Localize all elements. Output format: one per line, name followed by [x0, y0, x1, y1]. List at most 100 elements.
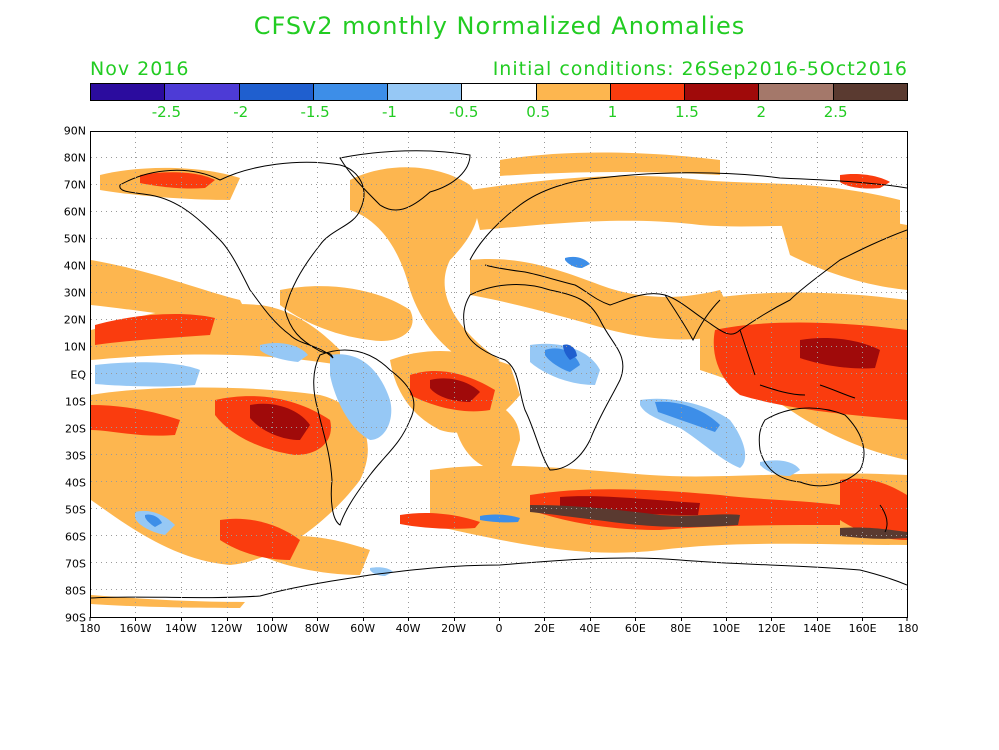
colorbar-label: -2	[233, 103, 249, 121]
anomaly-negative	[95, 362, 200, 387]
colorbar-segment	[685, 84, 760, 100]
latitude-label: 90S	[65, 611, 86, 625]
colorbar-segment	[388, 84, 463, 100]
colorbar-label: 0.5	[526, 103, 551, 121]
anomaly-extreme	[430, 378, 480, 402]
anomaly-field	[470, 175, 900, 230]
new-zealand-coast	[879, 504, 888, 533]
colorbar-segment	[462, 84, 537, 100]
colorbar-segment	[239, 84, 314, 100]
greenland-coast	[339, 150, 471, 211]
anomaly-negative	[330, 354, 392, 440]
longitude-label: 140W	[164, 622, 197, 635]
colorbar-label: 1	[607, 103, 618, 121]
latitude-label: 20S	[65, 422, 86, 436]
anomaly-negative	[145, 514, 162, 527]
colorbar-label: 1.5	[674, 103, 699, 121]
colorbar-segment	[833, 84, 907, 100]
forecast-month: Nov 2016	[90, 58, 190, 80]
north-america-coast	[119, 161, 365, 359]
longitude-label: 180	[79, 622, 101, 635]
colorbar-label: -1.5	[300, 103, 330, 121]
anomaly-core	[220, 518, 300, 560]
longitude-label: 180	[897, 622, 919, 635]
latitude-label: 10N	[63, 340, 86, 354]
longitude-label: 20E	[533, 622, 555, 635]
longitude-label: 80E	[670, 622, 692, 635]
colorbar-segment	[313, 84, 389, 100]
longitude-label: 20W	[441, 622, 466, 635]
latitude-label: 50S	[65, 503, 86, 517]
latitude-label: 20N	[63, 313, 86, 327]
longitude-label: 140E	[803, 622, 832, 635]
anomaly-negative	[480, 514, 520, 523]
longitude-label: 120W	[210, 622, 243, 635]
colorbar-segment	[610, 84, 686, 100]
latitude-label: 50N	[63, 232, 86, 246]
anomaly-negative	[565, 256, 590, 268]
southeast-asia-coast	[739, 329, 856, 399]
colorbar-segment	[759, 84, 834, 100]
anomaly-field	[500, 152, 720, 176]
longitude-label: 160E	[848, 622, 877, 635]
latitude-label: 40N	[63, 259, 86, 273]
tick-marks	[89, 617, 908, 621]
longitude-label: 80W	[304, 622, 330, 635]
anomaly-extreme	[530, 505, 740, 528]
south-america-coast	[313, 349, 415, 526]
anomaly-field	[91, 595, 245, 608]
latitude-label: 40S	[65, 476, 86, 490]
latitude-label: 80N	[63, 151, 86, 165]
colorbar	[90, 83, 908, 101]
latitude-label: 90N	[63, 124, 86, 138]
latitude-label: 70N	[63, 178, 86, 192]
colorbar-label: -0.5	[449, 103, 479, 121]
anomaly-extreme	[800, 338, 880, 369]
coastlines	[91, 150, 907, 599]
anomaly-negative	[655, 401, 720, 432]
anomaly-field	[780, 217, 907, 290]
longitude-label: 100E	[712, 622, 741, 635]
longitude-label: 0	[495, 622, 503, 635]
anomaly-field	[470, 259, 740, 340]
colorbar-label: -1	[381, 103, 397, 121]
eurasia-coast	[469, 172, 907, 335]
latitude-label: 80S	[65, 584, 86, 598]
colorbar-label: 2	[756, 103, 767, 121]
colorbar-label: -2.5	[151, 103, 181, 121]
longitude-label: 120E	[757, 622, 786, 635]
map-title: CFSv2 monthly Normalized Anomalies	[253, 12, 746, 40]
anomaly-field	[280, 286, 413, 341]
colorbar-label: 2.5	[823, 103, 848, 121]
anomaly-negative	[563, 344, 577, 360]
anomaly-field	[350, 167, 500, 370]
anomaly-shading	[91, 152, 907, 608]
longitude-label: 100W	[255, 622, 288, 635]
latitude-label: 70S	[65, 557, 86, 571]
latitude-label: 10S	[65, 395, 86, 409]
latitude-label: EQ	[70, 368, 86, 381]
africa-coast	[463, 284, 624, 471]
latitude-label: 60S	[65, 530, 86, 544]
anomaly-core	[840, 478, 907, 540]
latitude-label: 30N	[63, 286, 86, 300]
grid	[91, 132, 907, 617]
anomaly-extreme	[250, 403, 310, 440]
initial-conditions: Initial conditions: 26Sep2016-5Oct2016	[492, 58, 908, 80]
anomaly-negative	[760, 460, 800, 476]
australia-coast	[758, 407, 865, 487]
longitude-label: 40W	[395, 622, 421, 635]
anomaly-core	[400, 512, 480, 529]
antarctica-coast	[91, 557, 907, 599]
longitude-label: 40E	[579, 622, 601, 635]
longitude-label: 160W	[119, 622, 152, 635]
latitude-label: 30S	[65, 449, 86, 463]
anomaly-core	[840, 173, 890, 189]
longitude-label: 60W	[350, 622, 376, 635]
latitude-label: 60N	[63, 205, 86, 219]
anomaly-negative	[640, 398, 746, 468]
colorbar-segment	[536, 84, 611, 100]
anomaly-field	[455, 399, 520, 471]
longitude-label: 60E	[624, 622, 646, 635]
